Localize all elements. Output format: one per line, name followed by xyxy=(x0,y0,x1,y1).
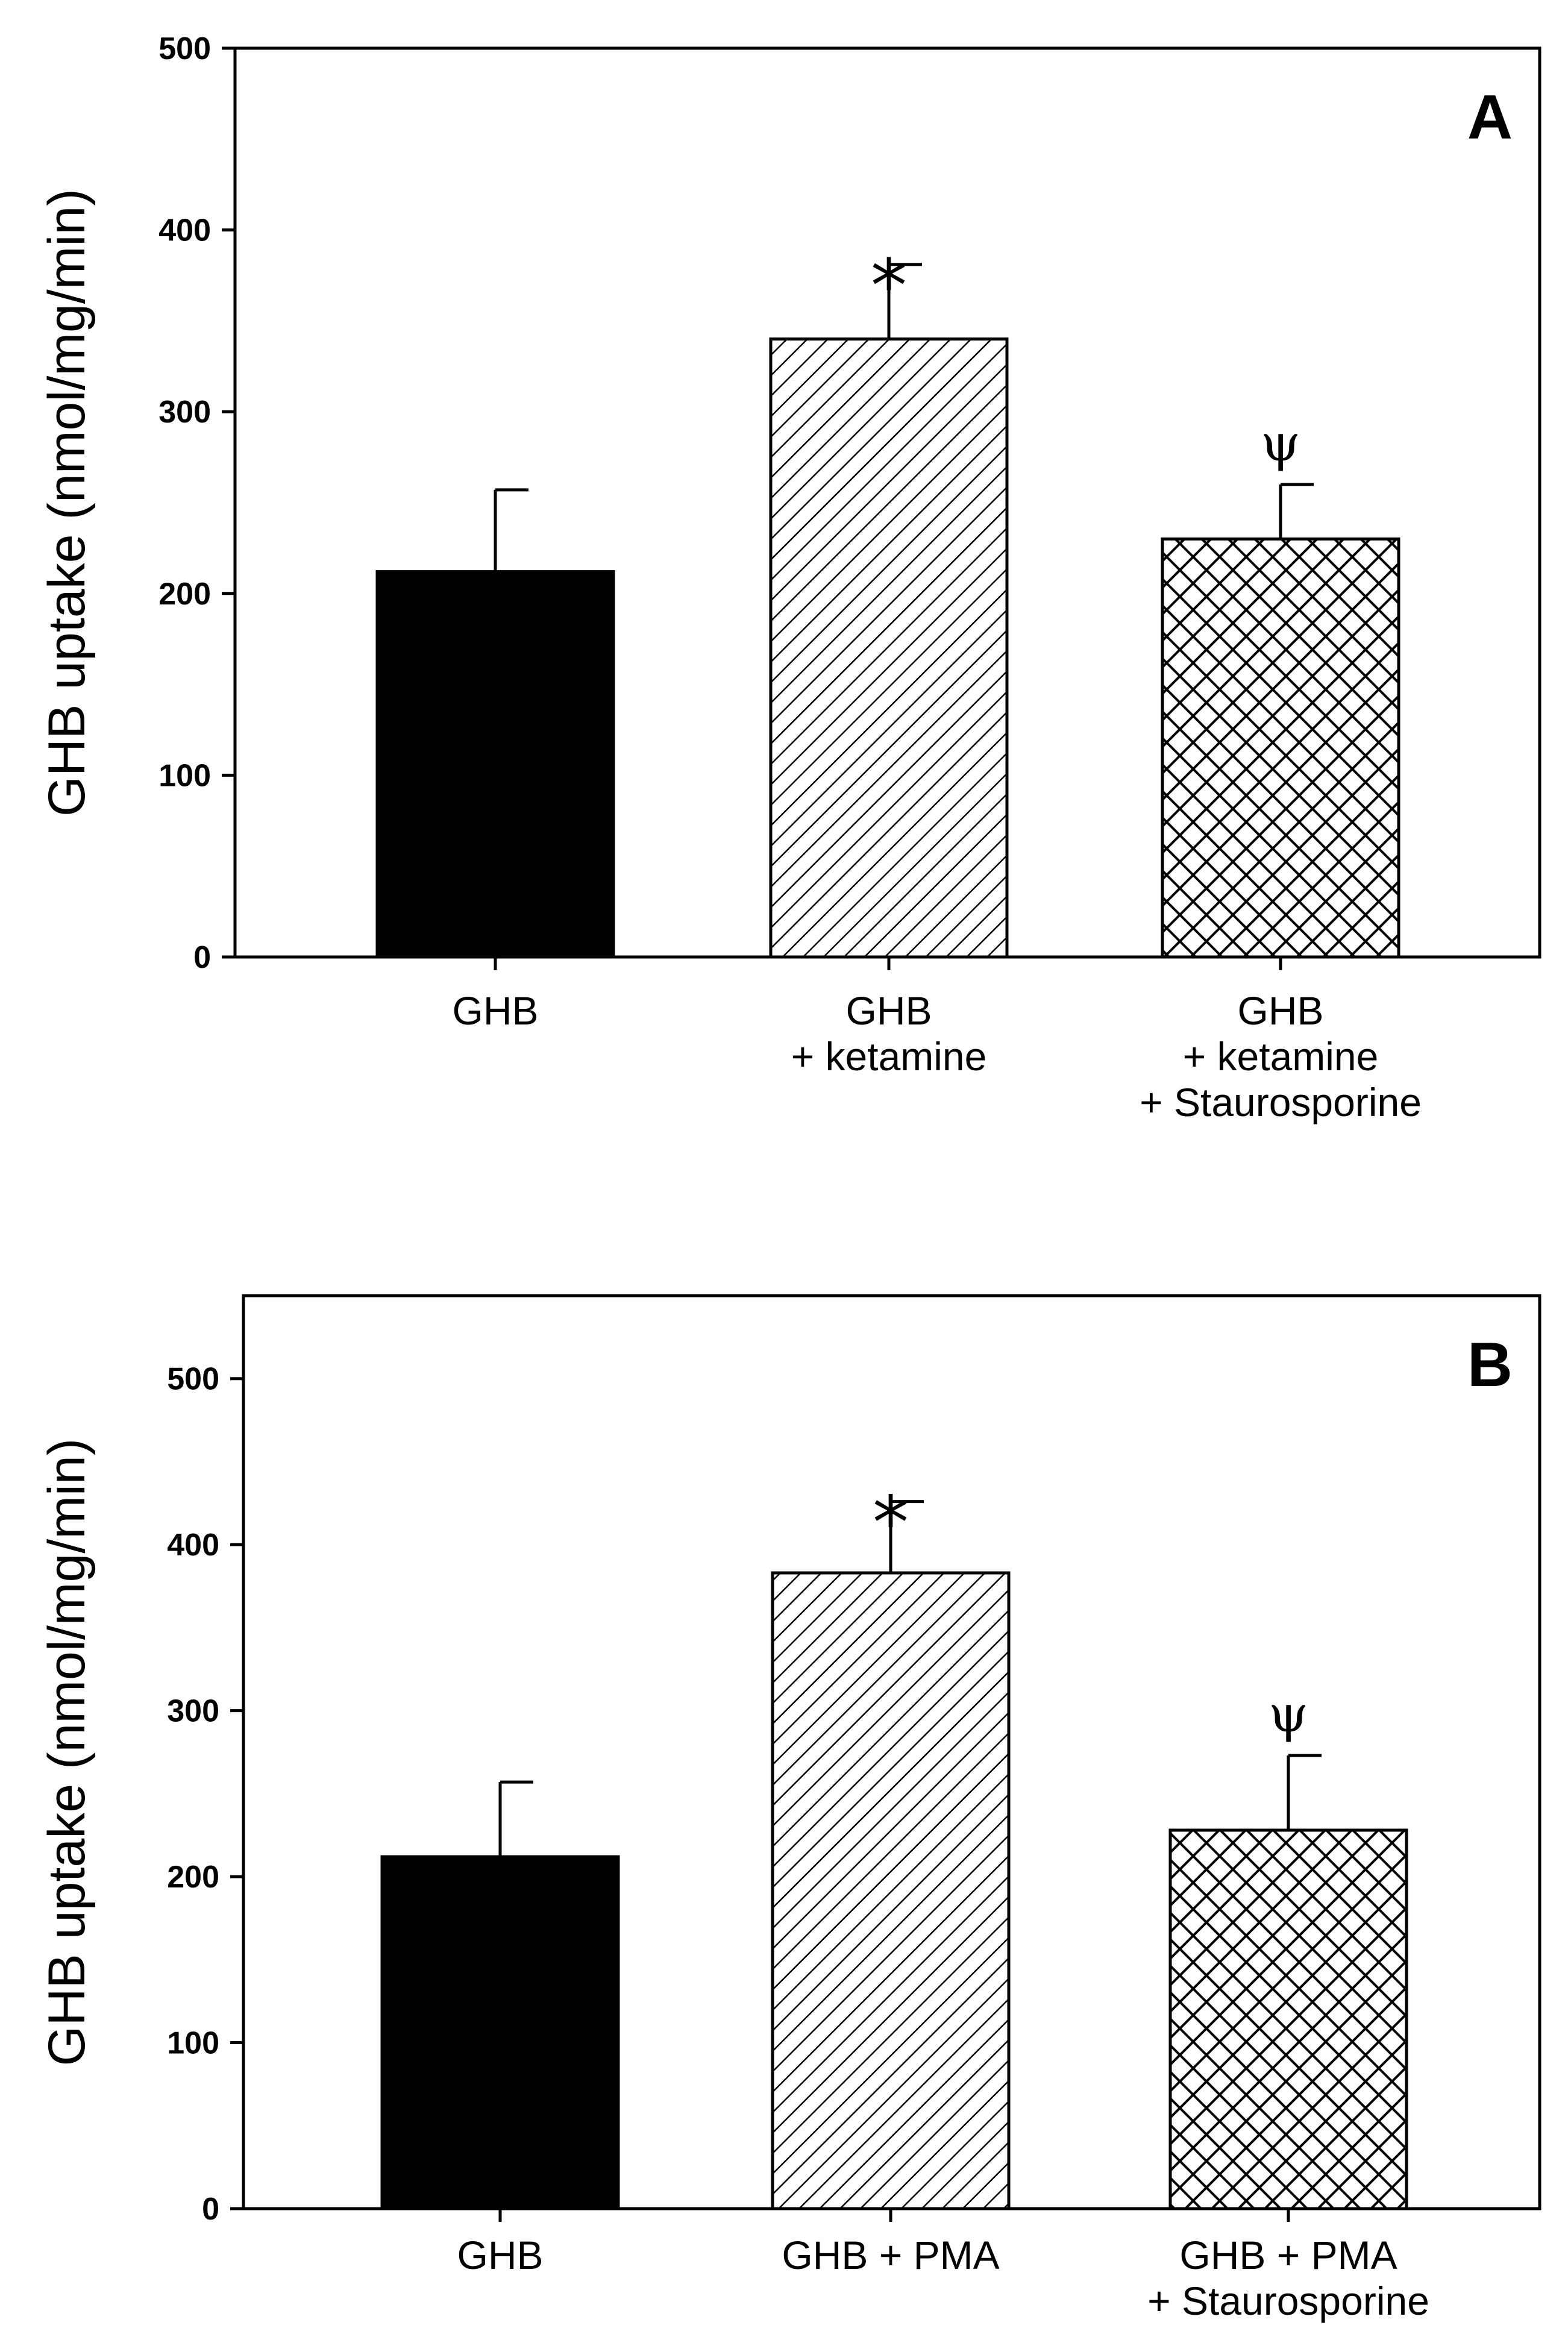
bar xyxy=(769,337,1009,959)
chart-panel-b: 0 100 200 300 400 500 GHB uptake (nmol/mg/min)… xyxy=(38,1294,1541,2323)
y-tick-label: 300 xyxy=(158,395,211,430)
x-category-label: + ketamine xyxy=(791,1034,987,1079)
x-category-label: GHB xyxy=(452,988,538,1033)
y-tick-label: 500 xyxy=(158,31,211,66)
y-tick-label: 300 xyxy=(167,1694,219,1729)
y-axis-label: GHB uptake (nmol/mg/min) xyxy=(38,189,96,817)
significance-marker: * xyxy=(871,245,907,328)
y-tick-label: 0 xyxy=(193,940,211,975)
chart-panel-a: 0 100 200 300 400 500 GHB uptake (nmol/mg/min)… xyxy=(38,31,1541,1125)
x-category-label: GHB xyxy=(845,988,932,1033)
y-tick-label: 200 xyxy=(158,577,211,612)
y-tick-label: 500 xyxy=(167,1362,219,1397)
y-tick-label: 100 xyxy=(167,2026,219,2061)
x-category-label: GHB xyxy=(457,2233,543,2277)
x-category-label: + Staurosporine xyxy=(1140,1080,1422,1125)
panel-label: B xyxy=(1467,1330,1513,1400)
x-category-label: + ketamine xyxy=(1183,1034,1379,1079)
x-category-label: GHB + PMA xyxy=(782,2233,999,2277)
y-tick-label: 400 xyxy=(158,213,211,248)
y-tick-label: 400 xyxy=(167,1528,219,1563)
x-category-label: GHB xyxy=(1237,988,1323,1033)
bar xyxy=(1168,1828,1408,2210)
x-category-label: + Staurosporine xyxy=(1147,2279,1429,2323)
bar xyxy=(1161,537,1400,959)
y-tick-label: 100 xyxy=(158,758,211,793)
bar xyxy=(771,1571,1011,2210)
y-tick-label: 200 xyxy=(167,1860,219,1895)
panel-label: A xyxy=(1467,83,1513,152)
bar xyxy=(380,1855,620,2210)
significance-marker: ψ xyxy=(1269,1684,1308,1743)
x-category-label: GHB + PMA xyxy=(1179,2233,1397,2277)
significance-marker: * xyxy=(873,1482,909,1566)
y-axis-label: GHB uptake (nmol/mg/min) xyxy=(38,1438,96,2066)
bar xyxy=(375,570,615,959)
significance-marker: ψ xyxy=(1261,413,1300,472)
y-tick-label: 0 xyxy=(202,2192,219,2227)
